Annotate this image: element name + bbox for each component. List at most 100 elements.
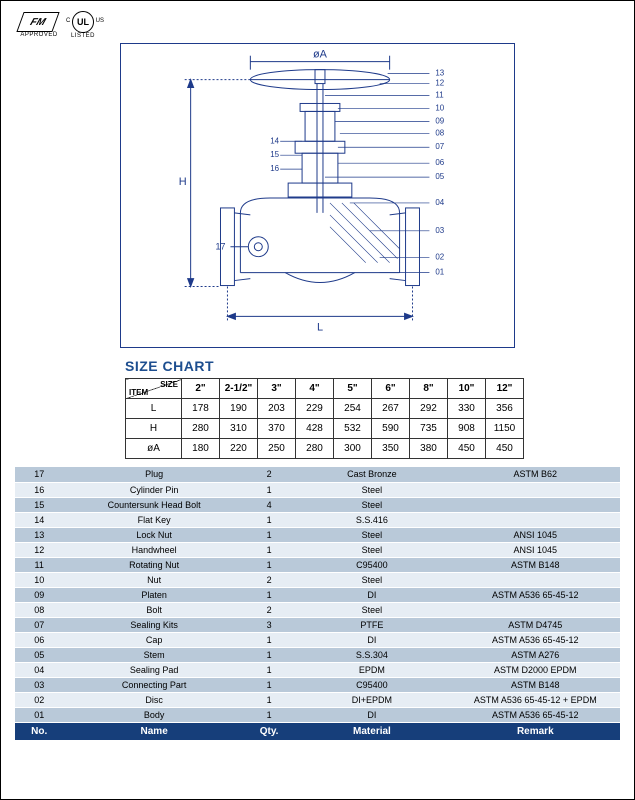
svg-text:10: 10 bbox=[435, 103, 444, 112]
size-chart-title: SIZE CHART bbox=[125, 358, 620, 374]
parts-cell-material: Steel bbox=[293, 497, 450, 512]
svg-text:06: 06 bbox=[435, 158, 444, 167]
parts-row: 16Cylinder Pin1Steel bbox=[15, 482, 620, 497]
parts-cell-remark: ASTM B62 bbox=[451, 467, 620, 482]
parts-cell-material: PTFE bbox=[293, 617, 450, 632]
parts-row: 12Handwheel1SteelANSI 1045 bbox=[15, 542, 620, 557]
parts-header-row: No. Name Qty. Material Remark bbox=[15, 722, 620, 740]
parts-row: 07Sealing Kits3PTFEASTM D4745 bbox=[15, 617, 620, 632]
parts-table: 17Plug2Cast BronzeASTM B6216Cylinder Pin… bbox=[15, 467, 620, 741]
valve-drawing-svg: øA bbox=[121, 43, 514, 348]
parts-cell-material: Steel bbox=[293, 527, 450, 542]
parts-cell-remark bbox=[451, 497, 620, 512]
ul-text: UL bbox=[77, 17, 89, 27]
parts-cell-no: 01 bbox=[15, 707, 63, 722]
parts-row: 08Bolt2Steel bbox=[15, 602, 620, 617]
parts-cell-remark bbox=[451, 482, 620, 497]
size-chart-table: SIZE ITEM 2" 2-1/2" 3" 4" 5" 6" 8" 10" 1… bbox=[125, 378, 524, 459]
parts-cell-no: 02 bbox=[15, 692, 63, 707]
parts-cell-material: Steel bbox=[293, 542, 450, 557]
size-chart-row-l: L 178 190 203 229 254 267 292 330 356 bbox=[126, 399, 524, 419]
parts-cell-material: DI bbox=[293, 707, 450, 722]
parts-row: 01Body1DIASTM A536 65-45-12 bbox=[15, 707, 620, 722]
ul-listed-logo: C UL US LISTED bbox=[71, 11, 95, 39]
dim-a-label: øA bbox=[313, 49, 328, 61]
parts-cell-name: Sealing Pad bbox=[63, 662, 245, 677]
parts-cell-material: Steel bbox=[293, 602, 450, 617]
svg-text:15: 15 bbox=[270, 150, 279, 159]
svg-text:17: 17 bbox=[216, 242, 226, 252]
parts-cell-no: 15 bbox=[15, 497, 63, 512]
parts-row: 02Disc1DI+EPDMASTM A536 65-45-12 + EPDM bbox=[15, 692, 620, 707]
engineering-drawing: øA bbox=[120, 43, 515, 348]
parts-cell-name: Platen bbox=[63, 587, 245, 602]
parts-cell-qty: 1 bbox=[245, 632, 293, 647]
parts-cell-material: Steel bbox=[293, 572, 450, 587]
certification-logos: FM APPROVED C UL US LISTED bbox=[15, 11, 620, 39]
parts-cell-remark: ASTM A276 bbox=[451, 647, 620, 662]
parts-cell-material: S.S.304 bbox=[293, 647, 450, 662]
svg-text:09: 09 bbox=[435, 116, 444, 125]
parts-cell-remark: ASTM B148 bbox=[451, 557, 620, 572]
parts-cell-no: 03 bbox=[15, 677, 63, 692]
svg-text:13: 13 bbox=[435, 69, 444, 78]
parts-row: 17Plug2Cast BronzeASTM B62 bbox=[15, 467, 620, 482]
svg-text:14: 14 bbox=[270, 136, 279, 145]
parts-row: 10Nut2Steel bbox=[15, 572, 620, 587]
parts-cell-name: Disc bbox=[63, 692, 245, 707]
parts-row: 11Rotating Nut1C95400ASTM B148 bbox=[15, 557, 620, 572]
parts-cell-no: 08 bbox=[15, 602, 63, 617]
fm-label: APPROVED bbox=[20, 32, 57, 38]
parts-cell-qty: 1 bbox=[245, 587, 293, 602]
parts-cell-no: 07 bbox=[15, 617, 63, 632]
size-chart-header-row: SIZE ITEM 2" 2-1/2" 3" 4" 5" 6" 8" 10" 1… bbox=[126, 379, 524, 399]
parts-cell-material: S.S.416 bbox=[293, 512, 450, 527]
parts-row: 13Lock Nut1SteelANSI 1045 bbox=[15, 527, 620, 542]
parts-cell-no: 04 bbox=[15, 662, 63, 677]
parts-cell-no: 12 bbox=[15, 542, 63, 557]
parts-cell-name: Nut bbox=[63, 572, 245, 587]
svg-text:04: 04 bbox=[435, 198, 444, 207]
parts-cell-qty: 1 bbox=[245, 482, 293, 497]
parts-cell-name: Plug bbox=[63, 467, 245, 482]
parts-cell-remark: ASTM D2000 EPDM bbox=[451, 662, 620, 677]
dim-h-label: H bbox=[179, 176, 187, 188]
parts-cell-material: Cast Bronze bbox=[293, 467, 450, 482]
parts-cell-qty: 1 bbox=[245, 647, 293, 662]
parts-cell-no: 09 bbox=[15, 587, 63, 602]
parts-cell-remark: ASTM A536 65-45-12 + EPDM bbox=[451, 692, 620, 707]
parts-cell-no: 13 bbox=[15, 527, 63, 542]
parts-cell-remark: ANSI 1045 bbox=[451, 542, 620, 557]
parts-cell-qty: 2 bbox=[245, 572, 293, 587]
parts-cell-remark: ANSI 1045 bbox=[451, 527, 620, 542]
parts-cell-no: 16 bbox=[15, 482, 63, 497]
svg-text:05: 05 bbox=[435, 172, 444, 181]
parts-row: 03Connecting Part1C95400ASTM B148 bbox=[15, 677, 620, 692]
parts-row: 04Sealing Pad1EPDMASTM D2000 EPDM bbox=[15, 662, 620, 677]
parts-cell-no: 17 bbox=[15, 467, 63, 482]
parts-cell-no: 05 bbox=[15, 647, 63, 662]
parts-cell-name: Connecting Part bbox=[63, 677, 245, 692]
parts-cell-name: Bolt bbox=[63, 602, 245, 617]
parts-cell-remark: ASTM B148 bbox=[451, 677, 620, 692]
parts-cell-material: Steel bbox=[293, 482, 450, 497]
parts-cell-qty: 3 bbox=[245, 617, 293, 632]
parts-cell-qty: 2 bbox=[245, 467, 293, 482]
parts-cell-material: DI bbox=[293, 632, 450, 647]
svg-text:12: 12 bbox=[435, 79, 444, 88]
parts-cell-name: Stem bbox=[63, 647, 245, 662]
parts-row: 09Platen1DIASTM A536 65-45-12 bbox=[15, 587, 620, 602]
parts-cell-name: Body bbox=[63, 707, 245, 722]
fm-approved-logo: FM APPROVED bbox=[15, 12, 63, 38]
parts-cell-name: Rotating Nut bbox=[63, 557, 245, 572]
parts-cell-material: EPDM bbox=[293, 662, 450, 677]
svg-text:16: 16 bbox=[270, 164, 279, 173]
size-chart-diag-cell: SIZE ITEM bbox=[126, 379, 182, 399]
parts-cell-qty: 1 bbox=[245, 677, 293, 692]
parts-cell-qty: 2 bbox=[245, 602, 293, 617]
parts-cell-remark: ASTM A536 65-45-12 bbox=[451, 632, 620, 647]
size-chart-row-oa: øA 180 220 250 280 300 350 380 450 450 bbox=[126, 439, 524, 459]
parts-row: 15Countersunk Head Bolt4Steel bbox=[15, 497, 620, 512]
ul-us: US bbox=[96, 18, 104, 24]
parts-cell-qty: 1 bbox=[245, 662, 293, 677]
